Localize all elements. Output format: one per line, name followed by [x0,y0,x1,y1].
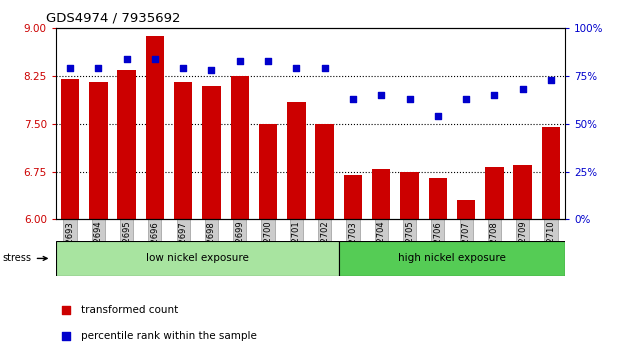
Bar [315,124,334,219]
Bar [339,241,565,276]
Bar [174,82,193,219]
Bar [117,70,136,219]
Point [207,68,217,73]
Point [150,56,160,62]
Point [348,96,358,102]
Bar [230,76,249,219]
Text: low nickel exposure: low nickel exposure [146,253,249,263]
Point [93,65,103,71]
Bar [61,79,79,219]
Point [461,96,471,102]
Bar [372,169,391,219]
Point [61,307,71,313]
Point [235,58,245,64]
Point [320,65,330,71]
Point [404,96,414,102]
Point [122,56,132,62]
Point [61,333,71,338]
Point [433,113,443,119]
Bar [457,200,475,219]
Point [376,92,386,98]
Text: transformed count: transformed count [81,305,179,315]
Point [546,77,556,83]
Bar [542,127,560,219]
Bar [89,82,107,219]
Point [263,58,273,64]
Bar [428,178,447,219]
Bar [401,172,419,219]
Bar [146,36,164,219]
Point [518,87,528,92]
Bar [56,241,339,276]
Bar [287,102,306,219]
Point [178,65,188,71]
Bar [344,175,362,219]
Text: high nickel exposure: high nickel exposure [398,253,506,263]
Bar [202,86,220,219]
Text: stress: stress [3,253,47,263]
Text: percentile rank within the sample: percentile rank within the sample [81,331,257,341]
Bar [485,167,504,219]
Text: GDS4974 / 7935692: GDS4974 / 7935692 [46,11,180,24]
Point [65,65,75,71]
Bar [259,124,277,219]
Point [489,92,499,98]
Point [291,65,301,71]
Bar [514,165,532,219]
